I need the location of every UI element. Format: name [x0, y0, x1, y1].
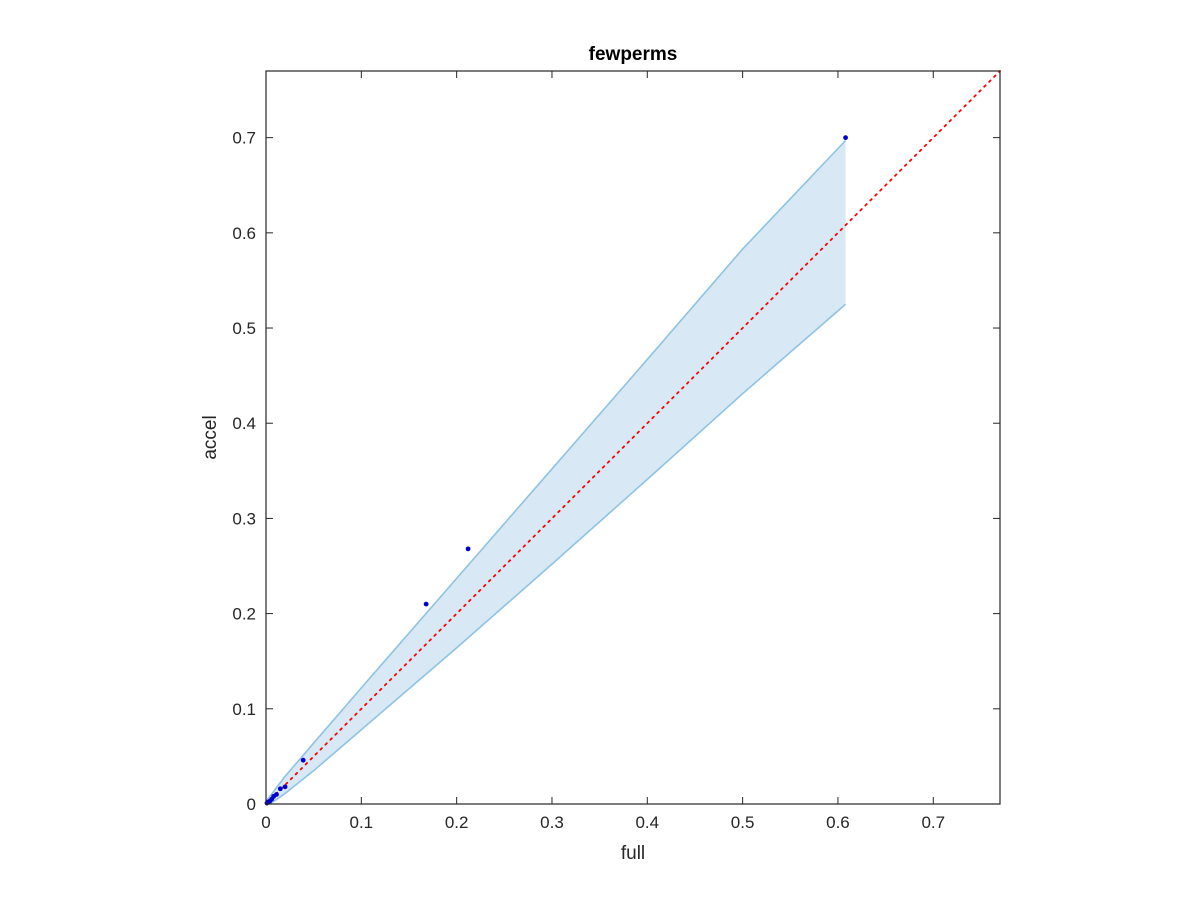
- y-tick-label: 0.5: [232, 319, 256, 338]
- data-point: [843, 135, 848, 141]
- y-axis-label: accel: [200, 415, 221, 459]
- x-axis-label: full: [621, 843, 645, 864]
- data-points-layer: [264, 135, 848, 806]
- x-tick-label: 0.3: [540, 813, 564, 832]
- x-tick-label: 0.6: [826, 813, 850, 832]
- identity-reference-line: [265, 70, 1001, 805]
- data-point: [300, 757, 306, 763]
- y-tick-label: 0.6: [232, 224, 256, 243]
- ticks-layer: 0 0.1 0.2 0.3 0.4 0.5 0.6 0.7 0 0.1 0.2 0.3 0.4 0.5 0.…: [232, 71, 1000, 832]
- data-point: [282, 784, 288, 790]
- plot-area-box: [265, 70, 1001, 805]
- y-tick-label: 0.2: [232, 605, 256, 624]
- y-tick-label: 0: [247, 795, 256, 814]
- chart-title: fewperms: [589, 44, 678, 65]
- x-tick-label: 0.5: [731, 813, 755, 832]
- y-tick-label: 0.4: [232, 414, 256, 433]
- band-lower-line: [265, 303, 847, 805]
- y-tick-label: 0.1: [232, 700, 256, 719]
- band-upper-line: [265, 139, 847, 802]
- x-tick-label: 0: [261, 813, 270, 832]
- confidence-band-layer: [265, 139, 847, 805]
- y-tick-label: 0.7: [232, 129, 256, 148]
- y-tick-label: 0.3: [232, 509, 256, 528]
- data-point: [274, 792, 279, 797]
- x-tick-label: 0.1: [350, 813, 374, 832]
- data-point: [423, 601, 429, 607]
- confidence-band-fill: [266, 140, 846, 805]
- data-point: [277, 786, 283, 792]
- x-tick-label: 0.4: [635, 813, 659, 832]
- x-tick-label: 0.7: [921, 813, 945, 832]
- reference-line-layer: [265, 70, 1001, 805]
- data-point: [465, 546, 471, 552]
- x-tick-label: 0.2: [445, 813, 469, 832]
